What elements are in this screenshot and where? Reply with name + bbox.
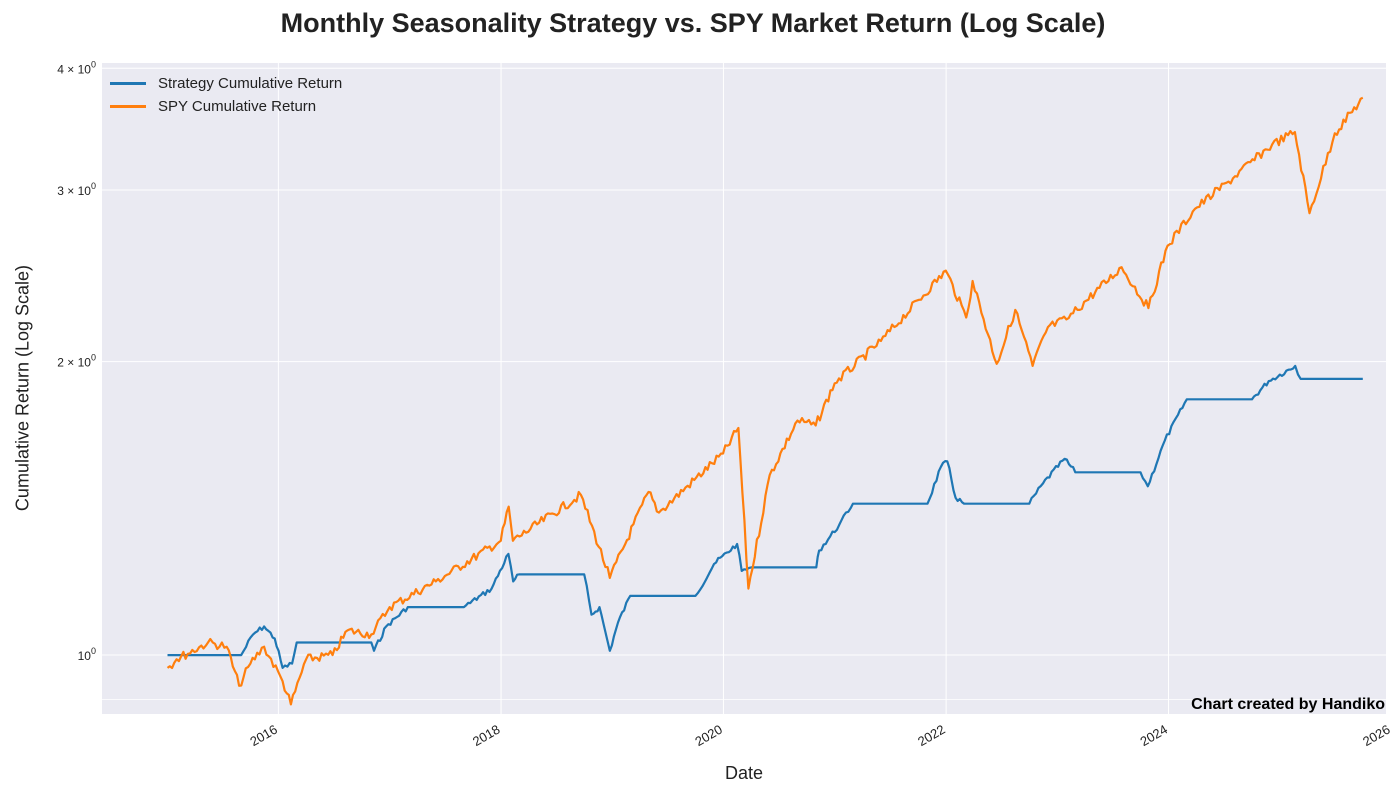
plot-area	[102, 63, 1386, 714]
legend-label-strategy: Strategy Cumulative Return	[158, 75, 343, 92]
legend-swatch-strategy	[110, 82, 146, 85]
x-tick-label: 2024	[1137, 722, 1170, 749]
y-tick-label: 100	[78, 646, 96, 663]
y-tick-labels: 100 2 × 100 3 × 100 4 × 100	[57, 59, 96, 663]
x-tick-labels: 2016 2018 2020 2022 2024 2026	[247, 722, 1392, 749]
x-tick-label: 2026	[1360, 722, 1393, 749]
x-axis-label: Date	[724, 763, 764, 783]
series-line-spy	[166, 96, 1364, 706]
legend-label-spy: SPY Cumulative Return	[158, 98, 317, 115]
chart-credit: Chart created by Handiko	[1191, 696, 1385, 713]
grid-lines	[102, 63, 1392, 714]
x-tick-label: 2022	[915, 722, 948, 749]
legend-swatch-spy	[110, 105, 146, 108]
legend-item-spy: SPY Cumulative Return	[110, 95, 342, 118]
x-tick-label: 2018	[470, 722, 503, 749]
series-line-strategy	[167, 364, 1363, 669]
y-tick-label: 3 × 100	[57, 181, 96, 198]
y-tick-label: 4 × 100	[57, 59, 96, 76]
legend: Strategy Cumulative Return SPY Cumulativ…	[110, 72, 342, 118]
legend-item-strategy: Strategy Cumulative Return	[110, 72, 342, 95]
chart-title: Monthly Seasonality Strategy vs. SPY Mar…	[280, 8, 1106, 38]
x-tick-label: 2016	[247, 722, 280, 749]
y-tick-label: 2 × 100	[57, 353, 96, 370]
x-tick-label: 2020	[692, 722, 725, 749]
series-lines	[166, 96, 1364, 706]
